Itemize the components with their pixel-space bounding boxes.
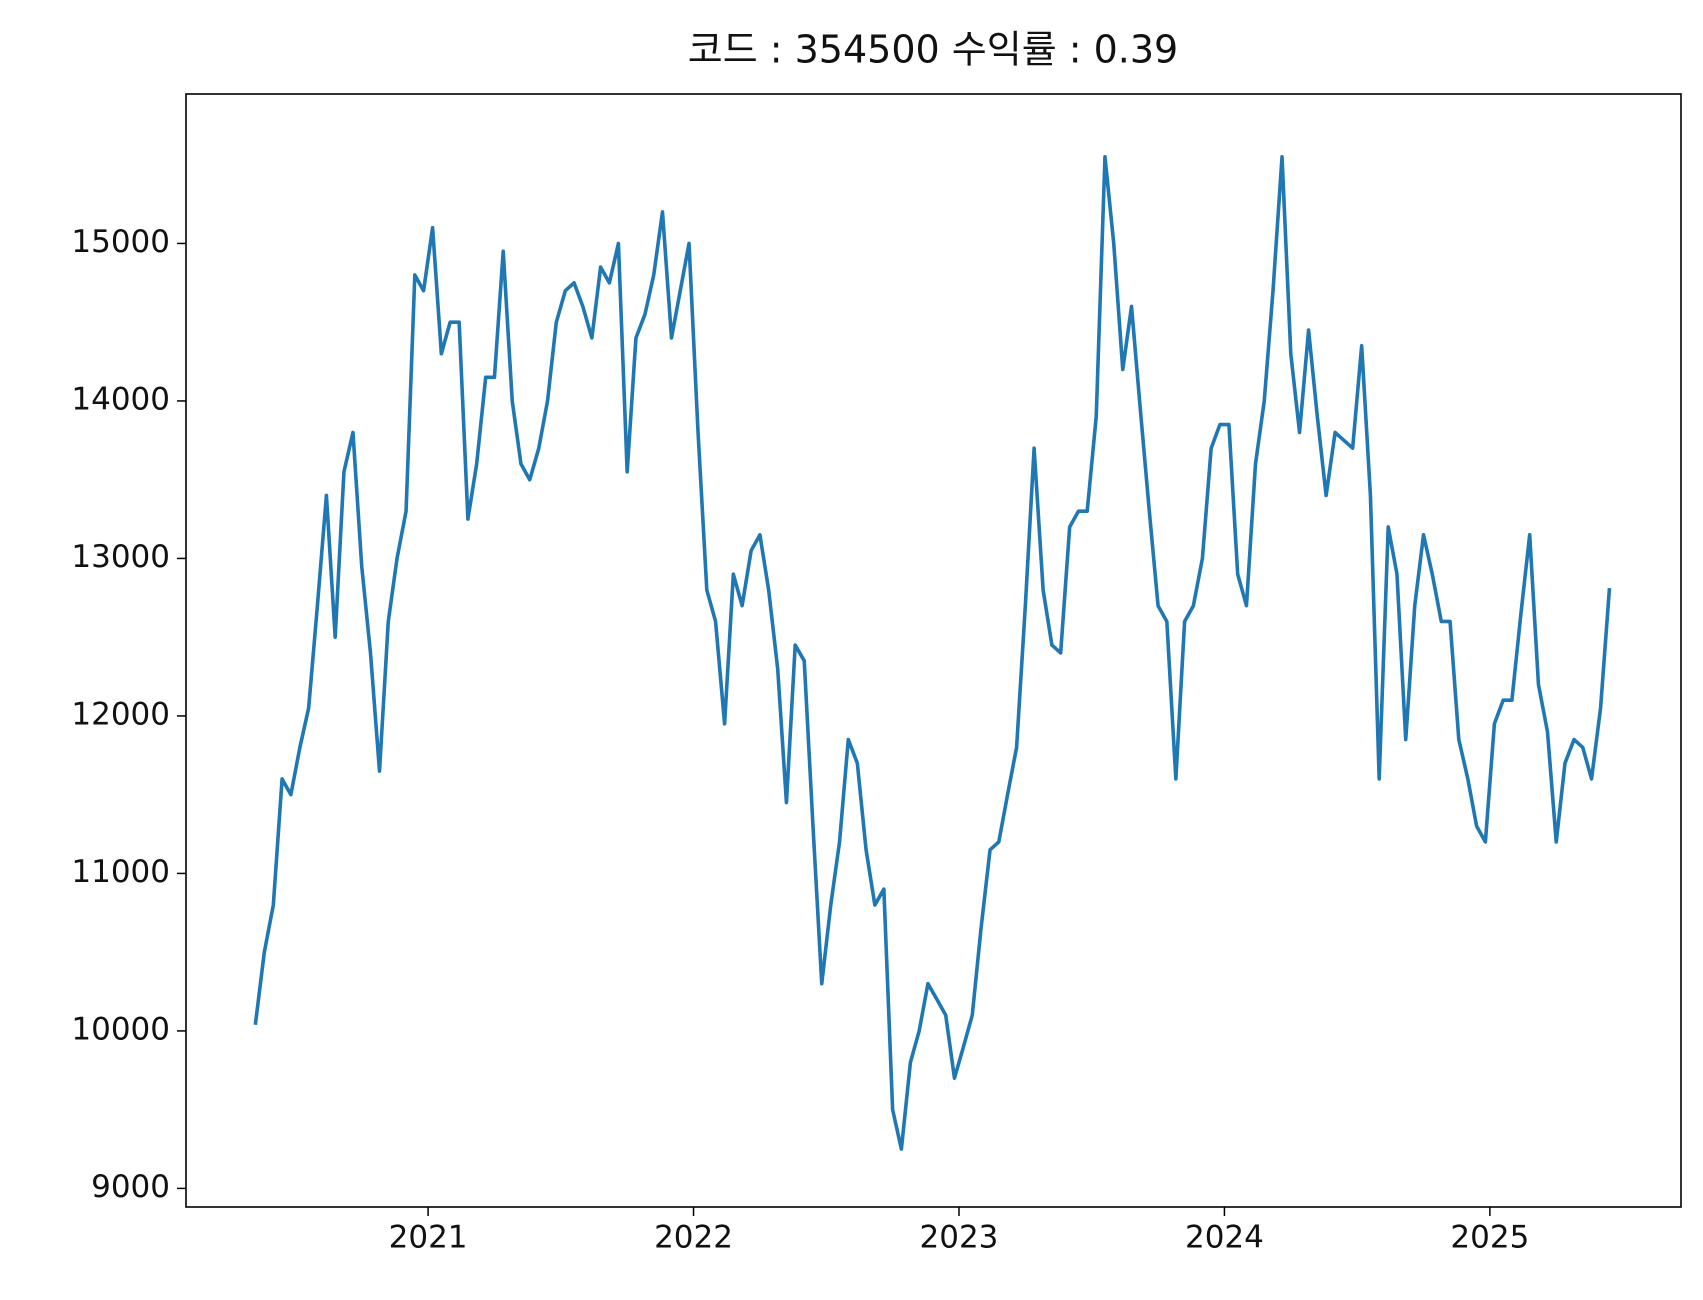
y-tick-label: 9000	[91, 1169, 170, 1205]
plot-frame	[185, 93, 1682, 1208]
x-tick-label: 2021	[389, 1220, 468, 1256]
y-tick-label: 15000	[71, 224, 170, 260]
y-tick-label: 10000	[71, 1011, 170, 1047]
y-tick-label: 11000	[71, 854, 170, 890]
price-line	[253, 155, 1612, 1151]
chart-title: 코드 : 354500 수익률 : 0.39	[688, 28, 1178, 72]
y-tick-label: 13000	[71, 539, 170, 575]
x-tick-label: 2023	[920, 1220, 999, 1256]
x-tick-label: 2022	[654, 1220, 733, 1256]
y-tick-label: 12000	[71, 696, 170, 732]
x-tick-label: 2025	[1450, 1220, 1529, 1256]
x-tick-label: 2024	[1185, 1220, 1264, 1256]
y-tick-label: 14000	[71, 381, 170, 417]
